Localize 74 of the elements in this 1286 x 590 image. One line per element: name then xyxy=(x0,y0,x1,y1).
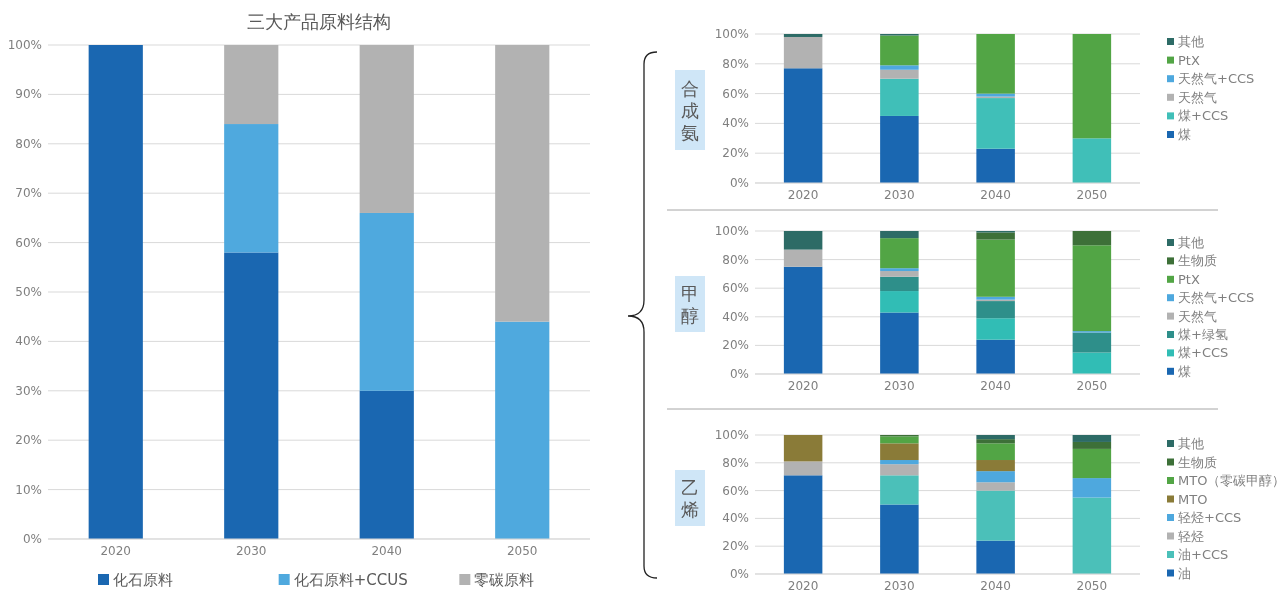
x-tick-label: 2040 xyxy=(980,579,1011,590)
y-tick-label: 60% xyxy=(722,86,749,101)
legend-label: 生物质 xyxy=(1178,253,1217,269)
legend-label: 天然气+CCS xyxy=(1178,71,1255,87)
text: 合成氨 xyxy=(681,78,699,143)
x-tick-label: 2040 xyxy=(980,188,1011,202)
legend-label: 煤+CCS xyxy=(1178,108,1229,124)
y-tick-label: 40% xyxy=(15,334,42,349)
y-tick-label: 40% xyxy=(722,309,749,324)
x-tick-label: 2020 xyxy=(100,544,132,558)
y-tick-label: 50% xyxy=(15,285,42,299)
x-tick-label: 2030 xyxy=(884,379,915,393)
y-tick-label: 0% xyxy=(729,176,749,190)
legend-label: 煤+绿氢 xyxy=(1178,327,1228,342)
legend-label: MTO xyxy=(1178,491,1208,507)
legend-label: 煤+CCS xyxy=(1178,345,1229,361)
legend-label: 生物质 xyxy=(1178,454,1217,470)
legend-label: 其他 xyxy=(1178,235,1204,250)
legend-label: 化石原料+CCUS xyxy=(293,571,408,589)
x-tick-label: 2050 xyxy=(506,544,538,558)
legend-label: 其他 xyxy=(1178,34,1204,49)
x-tick-label: 2030 xyxy=(884,188,915,202)
legend-label: MTO（零碳甲醇） xyxy=(1178,473,1286,488)
y-tick-label: 40% xyxy=(722,511,749,526)
y-tick-label: 100% xyxy=(7,38,42,52)
x-tick-label: 2050 xyxy=(1076,188,1108,202)
y-tick-label: 60% xyxy=(722,281,749,296)
x-tick-label: 2020 xyxy=(787,379,819,393)
legend-label: 油 xyxy=(1178,565,1191,581)
y-tick-label: 20% xyxy=(722,338,749,353)
x-tick-label: 2040 xyxy=(980,379,1011,393)
x-tick-label: 2050 xyxy=(1076,379,1108,393)
text: 乙烯 xyxy=(681,477,699,520)
chart-title: 三大产品原料结构 xyxy=(247,11,391,32)
legend-label: 零碳原料 xyxy=(474,571,535,589)
x-tick-label: 2040 xyxy=(371,544,403,558)
text: 甲醇 xyxy=(681,283,699,326)
y-tick-label: 80% xyxy=(722,455,749,470)
y-tick-label: 0% xyxy=(22,532,42,546)
legend-label: 油+CCS xyxy=(1178,547,1229,562)
legend-label: 轻烃 xyxy=(1178,528,1204,544)
legend-label: 轻烃+CCS xyxy=(1178,510,1242,525)
legend-label: 其他 xyxy=(1178,436,1204,451)
legend-label: PtX xyxy=(1178,52,1200,68)
x-tick-label: 2020 xyxy=(787,188,819,202)
y-tick-label: 40% xyxy=(722,116,749,131)
y-tick-label: 80% xyxy=(722,56,749,71)
y-tick-label: 70% xyxy=(15,186,42,201)
y-tick-label: 90% xyxy=(15,87,42,102)
y-tick-label: 20% xyxy=(722,539,749,554)
legend-label: 天然气+CCS xyxy=(1178,290,1255,306)
y-tick-label: 80% xyxy=(722,252,749,267)
y-tick-label: 20% xyxy=(15,433,42,448)
legend-label: 化石原料 xyxy=(113,571,173,589)
y-tick-label: 100% xyxy=(714,27,749,41)
x-tick-label: 2030 xyxy=(235,544,267,558)
legend-label: 煤 xyxy=(1178,363,1191,379)
y-tick-label: 100% xyxy=(714,224,749,238)
legend-label: 天然气 xyxy=(1178,308,1217,324)
y-tick-label: 10% xyxy=(15,482,42,497)
y-tick-label: 100% xyxy=(714,428,749,442)
legend-label: PtX xyxy=(1178,271,1200,287)
legend-label: 煤 xyxy=(1178,127,1191,142)
x-tick-label: 2020 xyxy=(787,579,819,590)
y-tick-label: 0% xyxy=(729,567,749,581)
x-tick-label: 2030 xyxy=(884,579,915,590)
y-tick-label: 80% xyxy=(15,136,42,151)
y-tick-label: 20% xyxy=(722,146,749,161)
y-tick-label: 0% xyxy=(729,367,749,381)
legend-label: 天然气 xyxy=(1178,89,1217,105)
y-tick-label: 60% xyxy=(722,483,749,498)
y-tick-label: 30% xyxy=(15,383,42,398)
y-tick-label: 60% xyxy=(15,235,42,250)
x-tick-label: 2050 xyxy=(1076,579,1108,590)
